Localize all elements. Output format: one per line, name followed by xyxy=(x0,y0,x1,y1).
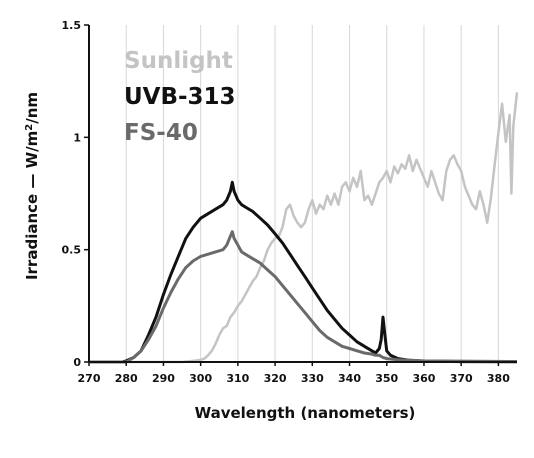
x-tick-label-330: 330 xyxy=(301,372,324,385)
y-tick-labels: 0 0.5 1 1.5 xyxy=(62,19,89,369)
y-tick-label-1: 1 xyxy=(73,131,81,144)
x-tick-label-290: 290 xyxy=(152,372,175,385)
y-axis-label-end: /nm xyxy=(23,92,41,124)
x-tick-label-360: 360 xyxy=(412,372,435,385)
axes xyxy=(88,25,517,363)
legend-label-uvb-313: UVB-313 xyxy=(124,84,236,110)
x-tick-label-300: 300 xyxy=(189,372,212,385)
legend-label-sunlight: Sunlight xyxy=(124,48,233,74)
x-tick-label-340: 340 xyxy=(338,372,361,385)
series-line-fs-40 xyxy=(89,230,518,364)
x-tick-label-320: 320 xyxy=(264,372,287,385)
vertical-grid-lines xyxy=(125,25,499,362)
x-tick-label-270: 270 xyxy=(78,372,101,385)
series-line-uvb-313 xyxy=(89,180,518,364)
x-tick-label-350: 350 xyxy=(375,372,398,385)
x-tick-labels: 270 280 290 300 310 320 330 340 350 360 370 380 xyxy=(78,362,510,385)
x-axis-label: Wavelength (nanometers) xyxy=(195,404,416,422)
x-tick-label-370: 370 xyxy=(450,372,473,385)
legend-label-fs-40: FS-40 xyxy=(124,120,198,146)
y-tick-label-0.5: 0.5 xyxy=(62,244,82,257)
y-axis-label: Irradiance — W/m2/nm xyxy=(23,92,41,280)
x-tick-label-280: 280 xyxy=(115,372,138,385)
legend: Sunlight UVB-313 FS-40 xyxy=(124,48,236,146)
y-tick-label-0: 0 xyxy=(73,356,81,369)
y-axis-label-superscript: 2 xyxy=(24,124,35,131)
series-line-sunlight xyxy=(89,92,519,364)
y-axis-label-main: Irradiance — W/m xyxy=(23,131,41,280)
y-tick-label-1.5: 1.5 xyxy=(62,19,82,32)
x-tick-label-310: 310 xyxy=(226,372,249,385)
series-lines xyxy=(89,92,519,364)
x-tick-label-380: 380 xyxy=(487,372,510,385)
